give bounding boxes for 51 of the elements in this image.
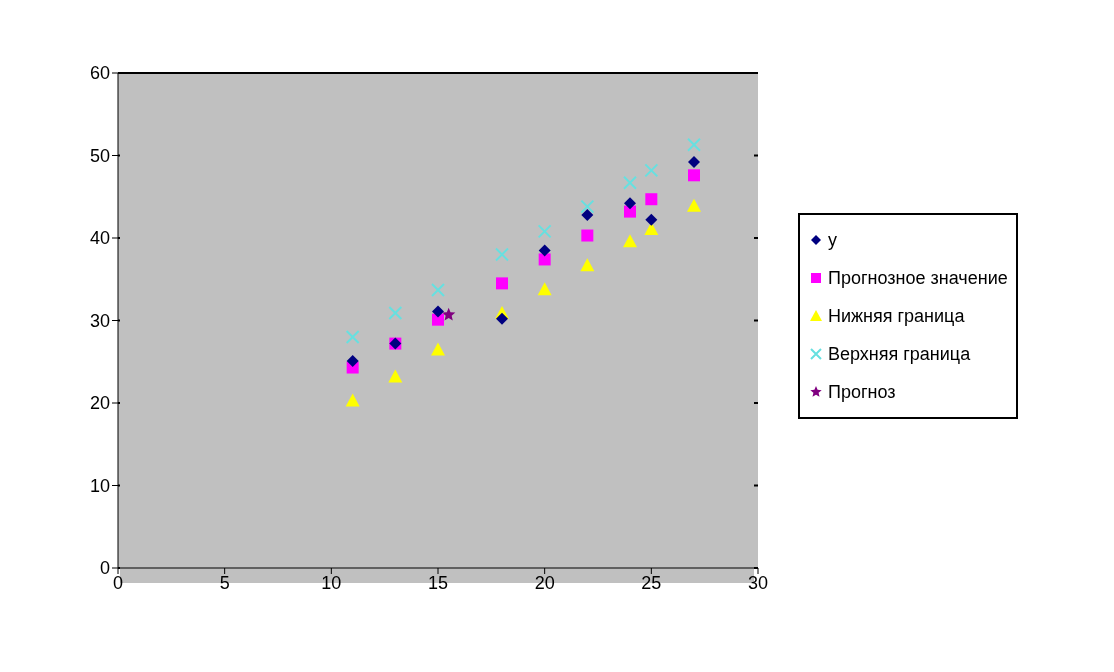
point <box>537 282 552 296</box>
point <box>687 137 701 152</box>
point <box>644 163 659 178</box>
point <box>623 175 637 190</box>
point <box>580 199 595 214</box>
point <box>581 229 594 242</box>
x-tick-label: 10 <box>321 572 342 593</box>
y-tick-label: 10 <box>89 475 110 496</box>
x-tick-label: 25 <box>641 572 662 593</box>
point <box>580 258 595 272</box>
legend-label: Верхняя граница <box>828 343 971 365</box>
x-tick-label: 15 <box>427 572 449 593</box>
point <box>388 306 403 321</box>
y-tick-label: 0 <box>99 558 110 579</box>
point <box>432 313 444 326</box>
point <box>624 197 636 210</box>
legend-label: Нижняя граница <box>828 305 965 327</box>
y-tick-label: 60 <box>89 63 110 84</box>
legend-label: y <box>828 229 837 251</box>
point <box>623 234 637 248</box>
point <box>495 247 509 262</box>
point <box>581 208 594 221</box>
point <box>442 307 456 321</box>
point <box>538 244 551 257</box>
point <box>431 342 445 356</box>
point <box>345 393 360 407</box>
legend-label: Прогноз <box>828 381 896 403</box>
point <box>645 193 658 206</box>
y-tick-label: 50 <box>89 145 110 166</box>
x-tick-label: 30 <box>747 572 769 593</box>
y-tick-label: 40 <box>89 228 110 249</box>
legend-label: Прогнозное значение <box>828 267 1008 289</box>
point <box>645 213 658 226</box>
point <box>688 156 700 169</box>
point <box>388 369 403 383</box>
point <box>687 198 701 212</box>
point <box>345 330 360 344</box>
point <box>431 282 445 297</box>
point <box>688 169 700 182</box>
x-tick-label: 5 <box>219 572 230 593</box>
point <box>432 305 444 318</box>
point <box>624 205 636 218</box>
point <box>537 224 552 239</box>
y-tick-label: 30 <box>89 310 110 331</box>
point <box>538 253 551 266</box>
y-tick-label: 20 <box>89 393 110 414</box>
point <box>496 277 508 290</box>
x-tick-label: 20 <box>534 572 555 593</box>
point <box>346 354 359 367</box>
point <box>496 312 508 325</box>
x-tick-label: 0 <box>112 572 124 593</box>
